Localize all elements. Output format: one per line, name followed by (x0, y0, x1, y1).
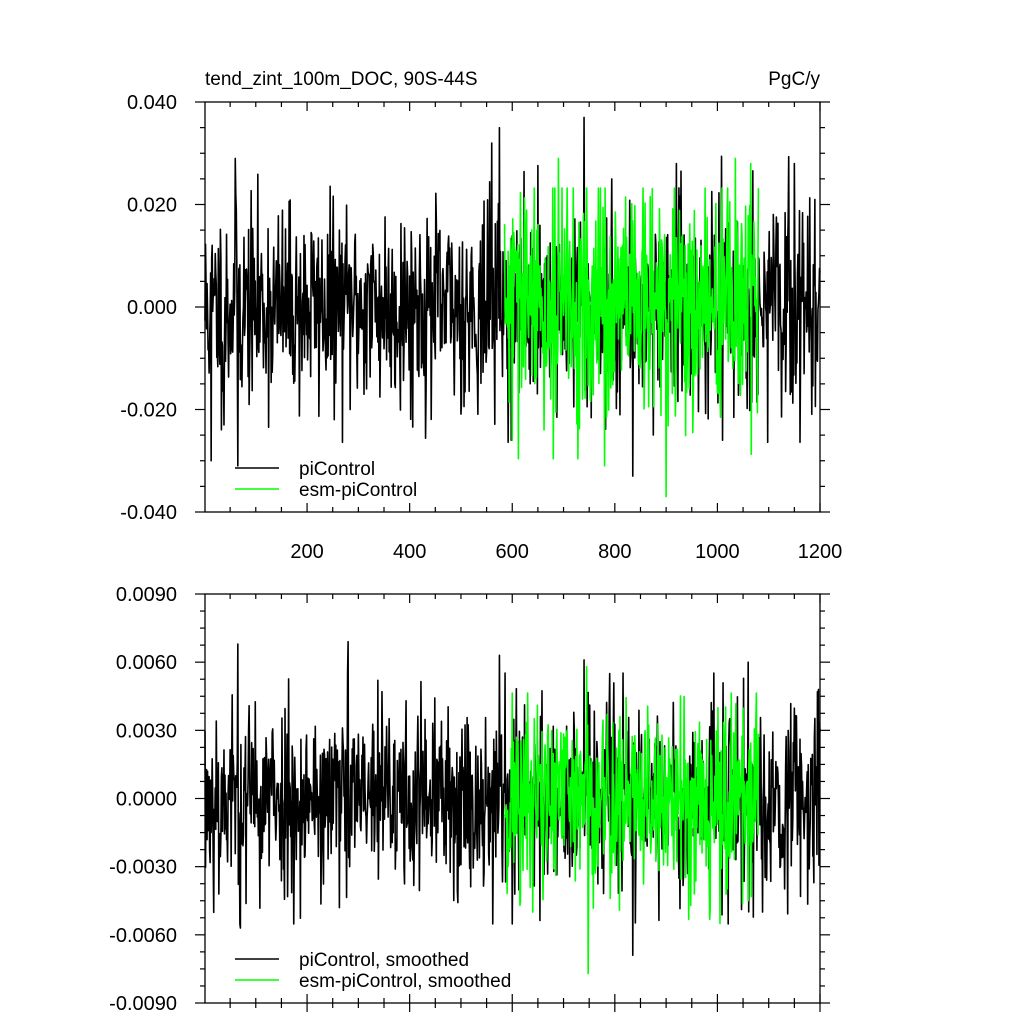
y-tick-label: 0.040 (127, 92, 177, 114)
y-tick-label: 0.0000 (116, 789, 177, 811)
y-tick-label: -0.0060 (109, 925, 177, 947)
units-label: PgC/y (768, 69, 820, 90)
y-tick-label: -0.040 (120, 502, 177, 524)
x-tick-label: 800 (598, 541, 631, 563)
bottom-axis-layer: -0.0090 -0.0060 -0.0030 0.0000 0.0030 0.0060 0… (109, 584, 830, 1015)
legend-label: esm-piControl (299, 480, 417, 501)
y-tick-label: 0.0090 (116, 584, 177, 606)
bottom-series-layer (204, 640, 821, 975)
y-tick-label: 0.000 (127, 297, 177, 319)
x-tick-label: 1200 (798, 541, 843, 563)
legend-label: esm-piControl, smoothed (299, 971, 511, 992)
legend-label: piControl (299, 459, 375, 480)
y-tick-label: -0.0090 (109, 993, 177, 1015)
top-chart-panel: tend_zint_100m_DOC, 90S-44S PgC/y 200 400… (120, 69, 842, 563)
y-tick-label: 0.0030 (116, 720, 177, 742)
chart-title: tend_zint_100m_DOC, 90S-44S (205, 69, 478, 90)
y-tick-label: -0.020 (120, 400, 177, 422)
x-tick-label: 400 (393, 541, 426, 563)
y-tick-label: 0.0060 (116, 652, 177, 674)
top-axis-layer: 200 400 600 800 1000 1200 -0.040 -0.020 0.000 0.0… (120, 92, 842, 563)
y-tick-label: -0.0030 (109, 857, 177, 879)
series-line-esm-picontrol (503, 665, 760, 975)
legend-label: piControl, smoothed (299, 950, 469, 971)
top-series-layer (204, 116, 821, 498)
y-tick-label: 0.020 (127, 195, 177, 217)
x-tick-label: 200 (290, 541, 323, 563)
bottom-chart-panel: -0.0090 -0.0060 -0.0030 0.0000 0.0030 0.0060 0… (109, 584, 830, 1015)
x-tick-label: 1000 (695, 541, 740, 563)
x-tick-label: 600 (496, 541, 529, 563)
series-line-esm-picontrol (503, 157, 760, 498)
